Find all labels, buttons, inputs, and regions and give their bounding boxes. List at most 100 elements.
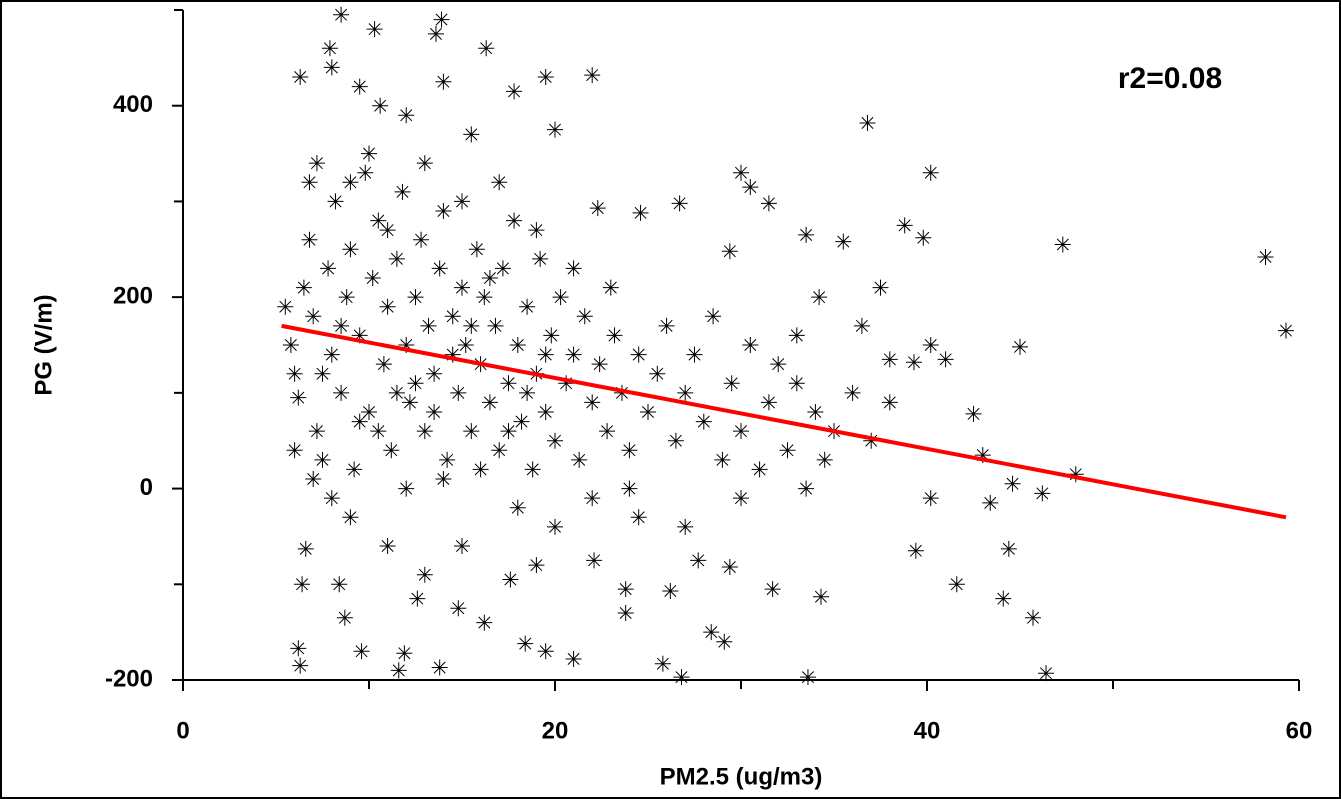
point: [716, 633, 733, 650]
point: [965, 405, 982, 422]
point: [351, 78, 368, 95]
point: [811, 289, 828, 306]
point: [398, 480, 415, 497]
point: [565, 260, 582, 277]
point: [519, 298, 536, 315]
point: [798, 226, 815, 243]
point: [844, 384, 861, 401]
point: [584, 67, 601, 84]
point: [398, 107, 415, 124]
point: [770, 356, 787, 373]
point: [1000, 540, 1017, 557]
point: [370, 423, 387, 440]
point: [853, 317, 870, 334]
y-tick-label: 200: [113, 282, 153, 309]
point: [621, 442, 638, 459]
point: [435, 471, 452, 487]
point: [383, 442, 400, 459]
point: [427, 25, 444, 42]
point: [907, 542, 924, 559]
point: [733, 164, 749, 181]
x-tick-label: 40: [914, 717, 941, 744]
point: [872, 279, 889, 296]
point: [351, 327, 368, 344]
fit-line: [281, 323, 1287, 520]
point: [409, 590, 426, 607]
point: [807, 404, 824, 420]
point: [361, 145, 377, 162]
point: [760, 394, 777, 411]
point: [375, 356, 392, 373]
point: [621, 480, 638, 497]
point: [547, 432, 563, 449]
point: [721, 243, 738, 260]
point: [742, 179, 759, 196]
point: [305, 471, 322, 487]
point: [342, 241, 359, 258]
point: [463, 423, 480, 440]
point: [500, 375, 517, 392]
point: [388, 250, 405, 267]
point: [677, 518, 694, 535]
point: [323, 59, 340, 76]
point: [613, 384, 630, 401]
point: [937, 351, 954, 368]
point: [654, 655, 671, 672]
point: [863, 432, 880, 449]
point: [528, 222, 545, 239]
point: [537, 404, 554, 420]
point: [333, 317, 350, 334]
point: [333, 6, 350, 23]
point: [370, 212, 387, 229]
point: [1067, 466, 1084, 483]
point: [859, 114, 876, 131]
point: [379, 298, 396, 315]
point: [816, 451, 833, 468]
point: [617, 605, 634, 621]
y-tick-label: 0: [140, 474, 153, 501]
point: [1277, 322, 1294, 339]
point: [444, 346, 461, 363]
point: [532, 250, 549, 267]
point: [509, 337, 526, 353]
point: [733, 490, 749, 507]
point: [721, 559, 738, 576]
point: [463, 317, 480, 334]
point: [779, 442, 796, 459]
point: [301, 231, 318, 248]
point: [476, 614, 493, 631]
point: [565, 346, 582, 363]
point: [671, 195, 688, 212]
point: [426, 365, 443, 382]
point: [361, 404, 377, 420]
point: [450, 600, 467, 617]
point: [528, 557, 545, 574]
point: [1257, 248, 1274, 265]
point: [558, 375, 575, 392]
point: [487, 317, 504, 334]
point: [426, 404, 443, 420]
point: [321, 40, 338, 57]
point: [502, 571, 519, 588]
point: [390, 662, 407, 679]
point: [506, 83, 523, 100]
point: [673, 669, 690, 686]
point: [338, 289, 355, 306]
point: [277, 298, 294, 315]
point: [799, 669, 816, 686]
y-axis-title: PG (V/m): [30, 294, 57, 395]
point: [353, 643, 370, 660]
point: [733, 423, 749, 440]
point: [788, 327, 805, 344]
point: [606, 327, 623, 344]
point: [472, 461, 489, 478]
point: [896, 217, 913, 234]
point: [500, 423, 517, 440]
point: [327, 193, 344, 210]
point: [454, 193, 470, 210]
point: [632, 204, 649, 221]
annotation: r2=0.08: [1118, 62, 1222, 95]
point: [457, 337, 474, 353]
point: [1038, 665, 1055, 682]
point: [571, 451, 588, 468]
